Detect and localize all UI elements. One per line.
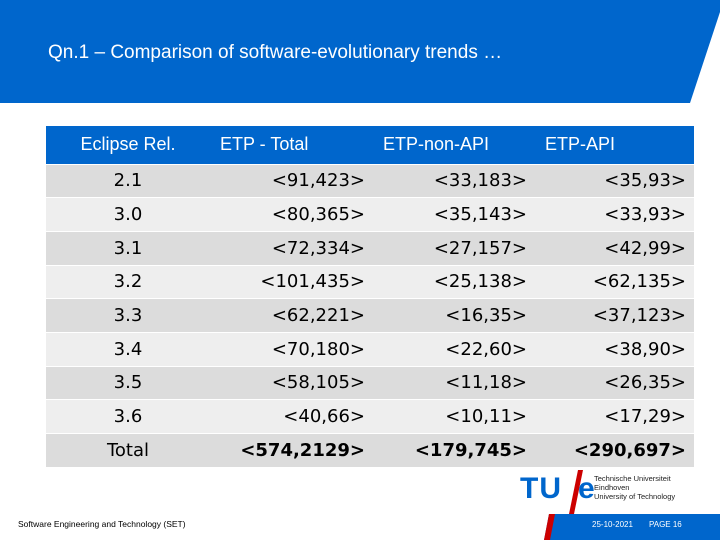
cell-etp-non-api: <10,11> [373, 399, 535, 434]
cell-etp-non-api: <25,138> [373, 264, 535, 299]
slide-title: Qn.1 – Comparison of software-evolutiona… [48, 42, 503, 63]
table-total-row: Total <574,2129> <179,745> <290,697> [46, 433, 694, 468]
cell-etp-total: <72,334> [210, 230, 373, 266]
table-row: 2.1 <91,423> <33,183> <35,93> [46, 163, 694, 198]
cell-etp-api: <26,35> [535, 365, 694, 400]
cell-release: 3.1 [46, 230, 210, 266]
cell-etp-total: <91,423> [210, 163, 373, 198]
cell-etp-api: <37,123> [535, 298, 694, 333]
cell-release: 3.4 [46, 331, 210, 367]
cell-etp-total: <40,66> [210, 399, 373, 434]
header-etp-api: ETP-API [535, 126, 694, 164]
logo-tu-text: TU [520, 472, 562, 505]
logo-e-text: e [578, 472, 595, 505]
logo-line-1: Technische Universiteit [594, 474, 671, 483]
cell-etp-non-api: <16,35> [373, 298, 535, 333]
slide-header: Qn.1 – Comparison of software-evolutiona… [0, 0, 720, 103]
cell-etp-api: <17,29> [535, 399, 694, 434]
cell-etp-non-api: <35,143> [373, 197, 535, 232]
cell-etp-non-api: <27,157> [373, 230, 535, 266]
cell-etp-non-api: <33,183> [373, 163, 535, 198]
cell-etp-total: <62,221> [210, 298, 373, 333]
logo-line-2: Eindhoven [594, 483, 630, 492]
header-banner [0, 0, 720, 103]
cell-etp-api: <42,99> [535, 230, 694, 266]
cell-etp-total: <80,365> [210, 197, 373, 232]
cell-etp-non-api: <179,745> [373, 433, 535, 468]
table-header-row: Eclipse Rel. ETP - Total ETP-non-API ETP… [46, 126, 694, 164]
cell-etp-non-api: <11,18> [373, 365, 535, 400]
footer-bar [541, 514, 720, 540]
cell-release: 3.6 [46, 399, 210, 434]
cell-etp-api: <62,135> [535, 264, 694, 299]
logo-university-names: Technische Universiteit Eindhoven Univer… [594, 474, 675, 501]
table-row: 3.1 <72,334> <27,157> <42,99> [46, 230, 694, 266]
footer-department: Software Engineering and Technology (SET… [18, 519, 186, 529]
tue-logo: TU e Technische Universiteit Eindhoven U… [520, 470, 710, 514]
cell-etp-total: <101,435> [210, 264, 373, 299]
table-row: 3.0 <80,365> <35,143> <33,93> [46, 197, 694, 232]
cell-etp-api: <38,90> [535, 331, 694, 367]
logo-slash-icon [569, 470, 583, 514]
cell-release: 3.2 [46, 264, 210, 299]
footer-date: 25-10-2021 [592, 520, 633, 529]
cell-etp-total: <70,180> [210, 331, 373, 367]
cell-etp-non-api: <22,60> [373, 331, 535, 367]
cell-release: 3.3 [46, 298, 210, 333]
cell-etp-total: <574,2129> [210, 433, 373, 468]
table-row: 3.5 <58,105> <11,18> <26,35> [46, 365, 694, 400]
footer-bar-shape [544, 514, 720, 540]
cell-etp-total: <58,105> [210, 365, 373, 400]
table-row: 3.2 <101,435> <25,138> <62,135> [46, 264, 694, 299]
cell-release: 3.0 [46, 197, 210, 232]
cell-etp-api: <35,93> [535, 163, 694, 198]
cell-release: 3.5 [46, 365, 210, 400]
logo-line-3: University of Technology [594, 492, 676, 501]
cell-etp-api: <33,93> [535, 197, 694, 232]
table-row: 3.6 <40,66> <10,11> <17,29> [46, 399, 694, 434]
header-eclipse-release: Eclipse Rel. [46, 126, 210, 164]
header-etp-non-api: ETP-non-API [373, 126, 535, 164]
cell-total-label: Total [46, 433, 210, 468]
trends-table: Eclipse Rel. ETP - Total ETP-non-API ETP… [46, 126, 694, 468]
table-row: 3.4 <70,180> <22,60> <38,90> [46, 331, 694, 367]
cell-release: 2.1 [46, 163, 210, 198]
header-etp-total: ETP - Total [210, 126, 373, 164]
footer-page-number: PAGE 16 [649, 520, 682, 529]
table-row: 3.3 <62,221> <16,35> <37,123> [46, 298, 694, 333]
cell-etp-api: <290,697> [535, 433, 694, 468]
